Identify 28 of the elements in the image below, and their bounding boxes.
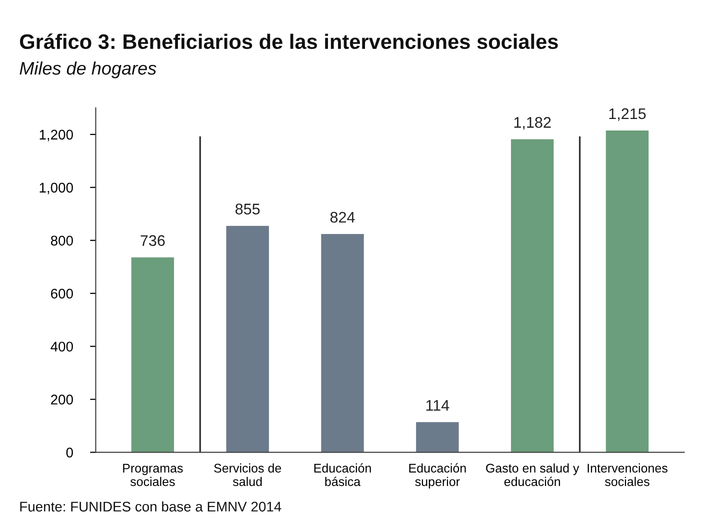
y-tick-label: 1,200 <box>40 130 73 142</box>
y-tick-label: 0 <box>66 448 73 458</box>
data-label: 855 <box>236 204 260 214</box>
data-label: 1,182 <box>514 117 551 130</box>
x-tick-label: Programas sociales <box>123 464 183 486</box>
bar <box>416 422 459 452</box>
chart-subtitle: Miles de hogares <box>20 61 156 78</box>
y-tick-label: 800 <box>50 236 73 246</box>
source-note: Fuente: FUNIDES con base a EMNV 2014 <box>20 501 282 512</box>
y-tick-label: 200 <box>51 394 73 405</box>
data-label: 1,215 <box>609 108 646 121</box>
y-tick-label: 400 <box>50 342 73 352</box>
bar <box>131 257 174 452</box>
y-tick-label: 600 <box>51 288 73 299</box>
bar <box>510 139 554 452</box>
bar <box>226 226 269 452</box>
data-label: 824 <box>330 212 355 223</box>
x-tick-label: Intervenciones sociales <box>588 463 668 486</box>
x-tick-label: Servicios de salud <box>214 463 282 486</box>
bar <box>321 234 364 452</box>
data-label: 736 <box>140 235 165 246</box>
data-label: 114 <box>426 400 450 411</box>
y-tick-label: 1,000 <box>40 182 73 194</box>
x-tick-label: Educación superior <box>409 463 466 489</box>
x-tick-label: Gasto en salud y educación <box>486 463 580 486</box>
x-tick-label: Educación básica <box>314 463 371 486</box>
bar <box>606 130 649 452</box>
chart-title: Gráfico 3: Beneficiarios de las intervenciones sociales <box>20 34 558 50</box>
